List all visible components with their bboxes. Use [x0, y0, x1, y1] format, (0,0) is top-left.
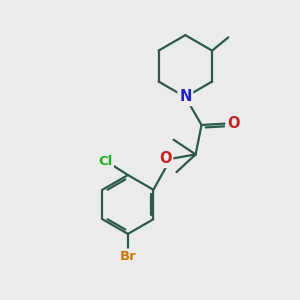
Text: Cl: Cl [98, 155, 112, 168]
Text: O: O [227, 116, 240, 131]
Text: O: O [159, 151, 172, 166]
Text: Br: Br [119, 250, 136, 263]
Text: N: N [179, 89, 191, 104]
